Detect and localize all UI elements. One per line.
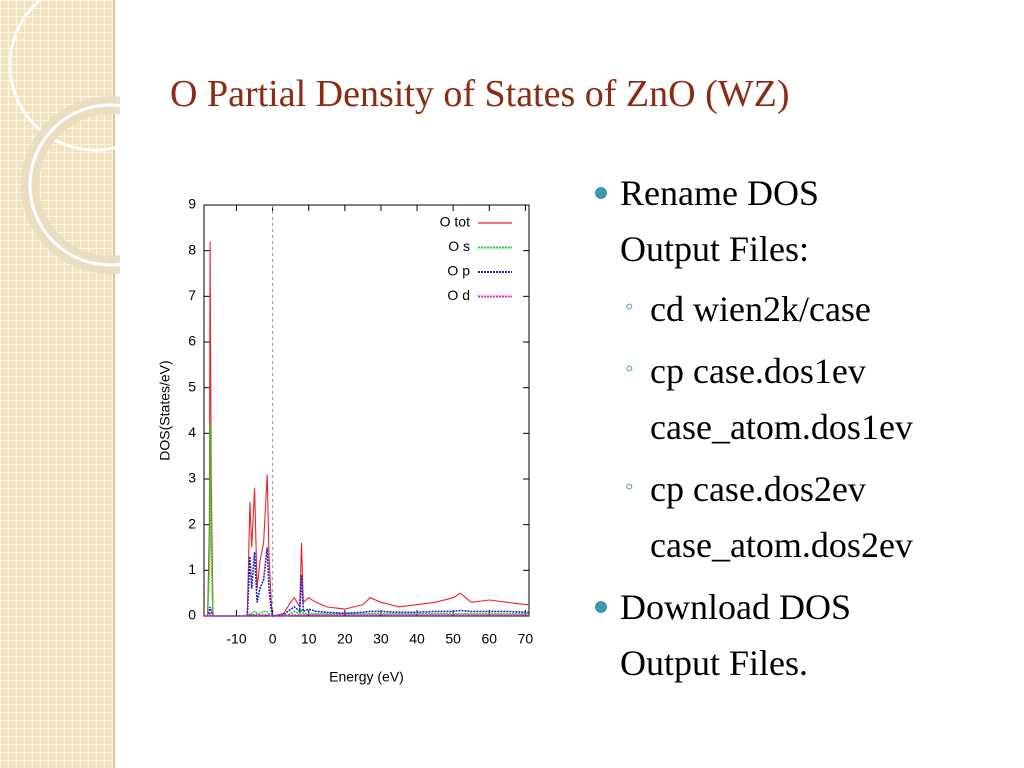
- x-tick-label: 30: [373, 631, 389, 647]
- y-tick-label: 2: [188, 515, 196, 531]
- x-tick-label: 10: [301, 631, 317, 647]
- series-line: [204, 241, 529, 617]
- series-line: [204, 612, 529, 617]
- x-tick-label: 50: [445, 631, 461, 647]
- y-tick-label: 1: [188, 561, 196, 577]
- bullet-text: Rename DOS Output Files:: [620, 173, 819, 269]
- decor-strip: [0, 0, 120, 768]
- x-tick-label: 60: [481, 631, 497, 647]
- chart: 0 1 2 3 4 5 6 7 8 9 -10 0 10 20 30 40 50 60 70 Energy (eV) D…: [157, 196, 534, 685]
- y-tick-label: 6: [188, 333, 196, 349]
- sub-bullet: cp case.dos2ev case_atom.dos2ev: [620, 459, 995, 573]
- x-tick-label: 20: [337, 631, 353, 647]
- slide-title: O Partial Density of States of ZnO (WZ): [170, 73, 790, 115]
- sub-list: cd wien2k/case cp case.dos1ev case_atom.…: [620, 279, 995, 573]
- bullet: Download DOS Output Files.: [590, 579, 995, 691]
- y-tick-label: 8: [188, 241, 196, 257]
- y-tick-label: 9: [188, 196, 196, 212]
- sub-bullet: cp case.dos1ev case_atom.dos1ev: [620, 341, 995, 455]
- y-tick-label: 5: [188, 378, 196, 394]
- x-axis-label: Energy (eV): [329, 669, 404, 685]
- y-axis-label: DOS(States/eV): [157, 360, 173, 460]
- legend-label: O tot: [440, 214, 470, 230]
- legend-label: O p: [447, 263, 470, 279]
- bullet-text: Download DOS Output Files.: [620, 587, 851, 683]
- legend-label: O d: [447, 287, 470, 303]
- legend-label: O s: [448, 238, 470, 254]
- y-tick-label: 0: [188, 607, 196, 623]
- x-tick-label: -10: [226, 631, 246, 647]
- bullet: Rename DOS Output Files: cd wien2k/case …: [590, 165, 995, 573]
- bullet-list: Rename DOS Output Files: cd wien2k/case …: [590, 165, 995, 697]
- x-tick-label: 40: [409, 631, 425, 647]
- y-tick-label: 4: [188, 424, 196, 440]
- sub-bullet: cd wien2k/case: [620, 279, 995, 337]
- x-tick-label: 70: [518, 631, 534, 647]
- plot-frame: [203, 204, 530, 617]
- x-tick-label: 0: [269, 631, 277, 647]
- y-tick-label: 7: [188, 287, 196, 303]
- y-tick-label: 3: [188, 470, 196, 486]
- series-line: [204, 547, 529, 617]
